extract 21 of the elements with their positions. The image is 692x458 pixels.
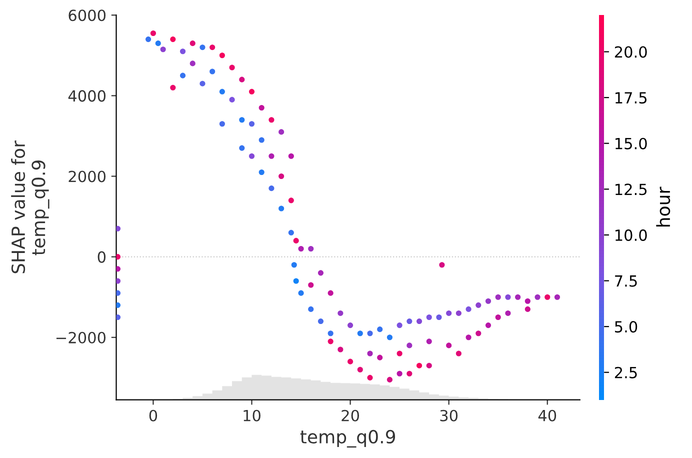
y-tick-label: 6000 bbox=[68, 10, 106, 22]
color-bar-label: 15.0 bbox=[616, 138, 647, 150]
x-tick-label: 10 bbox=[244, 410, 260, 422]
y-tick-label: −2000 bbox=[56, 332, 106, 344]
color-bar-label: 12.5 bbox=[616, 184, 647, 196]
x-axis-title: temp_q0.9 bbox=[300, 430, 396, 448]
x-tick-label: 20 bbox=[342, 410, 359, 422]
x-tick-label: 40 bbox=[538, 410, 556, 422]
color-bar-label: 2.5 bbox=[614, 366, 637, 378]
y-tick-label: 2000 bbox=[68, 170, 106, 182]
y-axis-title: SHAP value for temp_q0.9 bbox=[11, 140, 50, 274]
color-bar-label: 7.5 bbox=[615, 275, 637, 287]
color-bar-label: 5.0 bbox=[615, 321, 638, 333]
color-bar-label: 10.0 bbox=[616, 229, 647, 241]
color-bar-label: 20.0 bbox=[614, 46, 647, 58]
y-tick-label: 4000 bbox=[68, 90, 106, 102]
color-bar-title: hour bbox=[656, 186, 670, 227]
y-tick-label: 0 bbox=[98, 251, 106, 263]
x-tick-label: 0 bbox=[149, 410, 158, 422]
color-bar-label: 17.5 bbox=[616, 92, 647, 104]
x-tick-label: 30 bbox=[440, 410, 458, 422]
